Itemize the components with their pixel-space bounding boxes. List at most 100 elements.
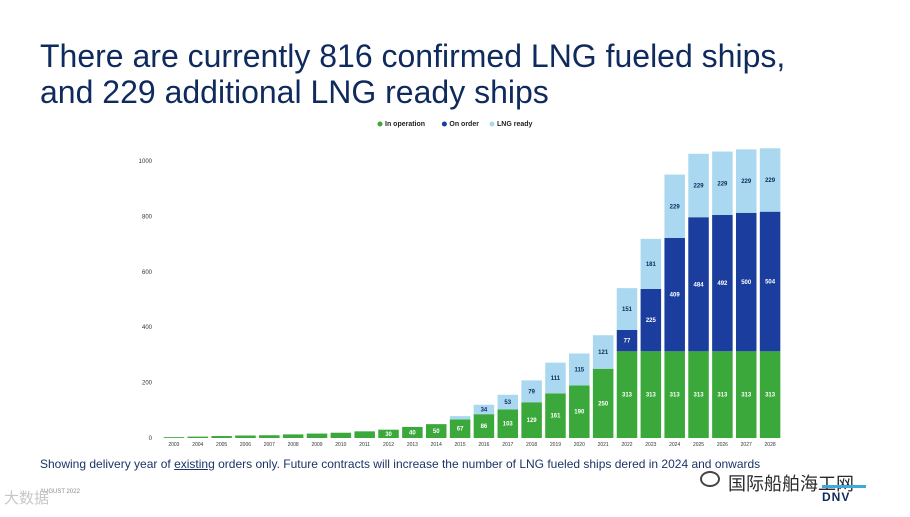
bar-segment — [521, 380, 542, 403]
x-tick-label: 2012 — [383, 442, 394, 448]
x-tick-label: 2026 — [717, 442, 728, 448]
x-tick-label: 2010 — [335, 442, 346, 448]
bar-data-label: 115 — [574, 367, 584, 373]
bar-data-label: 409 — [670, 293, 681, 299]
x-tick-label: 2004 — [192, 442, 203, 448]
bar-segment — [354, 431, 375, 438]
bar-data-label: 77 — [624, 339, 631, 345]
x-tick-label: 2017 — [502, 442, 513, 448]
bar-data-label: 313 — [622, 393, 633, 399]
bar-segment — [497, 409, 519, 438]
bar-segment — [759, 351, 781, 438]
bar-data-label: 484 — [694, 282, 705, 288]
bar-data-label: 313 — [741, 393, 752, 399]
site-watermark: 国际船舶海工网 — [728, 474, 854, 495]
x-tick-label: 2016 — [478, 442, 489, 448]
bar-segment — [735, 351, 757, 438]
x-tick-label: 2019 — [550, 442, 561, 448]
bar-data-label: 103 — [503, 422, 514, 428]
bar-segment — [735, 149, 757, 213]
dnv-logo: DNV — [822, 490, 851, 504]
bar-segment — [616, 329, 638, 352]
bar-segment — [521, 402, 542, 438]
x-tick-label: 2027 — [741, 442, 752, 448]
bar-data-label: 50 — [433, 429, 440, 435]
bar-segment — [449, 419, 471, 438]
bar-data-label: 121 — [598, 350, 609, 356]
bar-segment — [712, 351, 733, 438]
bar-data-label: 229 — [741, 179, 752, 185]
x-tick-label: 2021 — [598, 442, 609, 448]
bar-segment — [664, 174, 685, 238]
bar-segment — [497, 394, 519, 410]
bar-segment — [569, 353, 590, 386]
bar-segment — [640, 238, 662, 289]
bar-segment — [282, 434, 304, 438]
x-tick-label: 2020 — [574, 442, 585, 448]
y-tick-label: 600 — [142, 270, 153, 276]
bar-data-label: 492 — [717, 281, 728, 287]
bar-segment — [616, 288, 638, 330]
bar-data-label: 181 — [646, 262, 657, 268]
bar-data-label: 229 — [670, 204, 681, 210]
bar-data-label: 313 — [646, 393, 657, 399]
bar-data-label: 111 — [551, 376, 561, 382]
x-tick-label: 2005 — [216, 442, 227, 448]
x-tick-label: 2028 — [765, 442, 776, 448]
bar-data-label: 229 — [694, 184, 705, 190]
bar-data-label: 313 — [670, 393, 681, 399]
bar-data-label: 129 — [527, 418, 538, 424]
x-tick-label: 2023 — [645, 442, 656, 448]
x-tick-label: 2014 — [431, 442, 442, 448]
bar-data-label: 86 — [481, 424, 488, 430]
x-tick-label: 2009 — [311, 442, 322, 448]
legend-label: LNG ready — [497, 121, 533, 128]
bar-segment — [688, 217, 709, 352]
bar-segment — [712, 215, 733, 352]
bar-data-label: 500 — [741, 280, 752, 286]
x-tick-label: 2006 — [240, 442, 251, 448]
footnote-underlined: existing — [174, 457, 215, 471]
title-line-1: There are currently 816 confirmed LNG fu… — [40, 38, 786, 74]
legend-label: In operation — [385, 121, 425, 128]
footnote: Showing delivery year of existing orders… — [40, 457, 760, 471]
bar-data-label: 250 — [598, 401, 609, 407]
bar-data-label: 40 — [409, 430, 416, 436]
bar-data-label: 30 — [385, 432, 392, 438]
bar-data-label: 34 — [481, 407, 488, 413]
chart-title: There are currently 816 confirmed LNG fu… — [40, 38, 900, 110]
x-tick-label: 2007 — [264, 442, 275, 448]
dnv-logo-bar — [822, 485, 866, 488]
x-tick-label: 2003 — [168, 442, 179, 448]
bar-data-label: 161 — [550, 414, 561, 420]
bar-segment — [163, 437, 185, 438]
y-tick-label: 400 — [142, 325, 153, 331]
bar-data-label: 504 — [765, 280, 776, 286]
title-line-2: and 229 additional LNG ready ships — [40, 74, 549, 110]
y-axis: 0 200 400 600 800 1000 — [139, 159, 153, 442]
source-note: AUGUST 2022 — [40, 489, 80, 495]
bar-segment — [425, 424, 447, 438]
x-tick-label: 2013 — [407, 442, 418, 448]
x-tick-label: 2008 — [288, 442, 299, 448]
bar-segment — [259, 435, 280, 438]
bar-data-label: 67 — [457, 427, 464, 433]
bar-data-label: 79 — [528, 389, 535, 395]
y-tick-label: 0 — [149, 436, 153, 442]
bar-data-label: 53 — [504, 400, 511, 406]
x-tick-label: 2025 — [693, 442, 704, 448]
bar-data-label: 151 — [622, 307, 633, 313]
bar-data-label: 313 — [694, 393, 705, 399]
bar-segment — [545, 362, 566, 394]
bar-data-label: 225 — [646, 318, 657, 324]
bars: 30 40 50 67 86 34 103 53 129 79 161 111 190 115 250 121… — [163, 148, 781, 438]
legend-marker — [489, 121, 495, 127]
bar-segment — [235, 435, 256, 438]
bar-segment — [735, 212, 757, 352]
footnote-before: Showing delivery year of — [40, 457, 175, 471]
bar-segment — [759, 148, 781, 212]
bar-segment — [569, 385, 590, 438]
bar-segment — [640, 288, 662, 352]
x-tick-label: 2024 — [669, 442, 680, 448]
